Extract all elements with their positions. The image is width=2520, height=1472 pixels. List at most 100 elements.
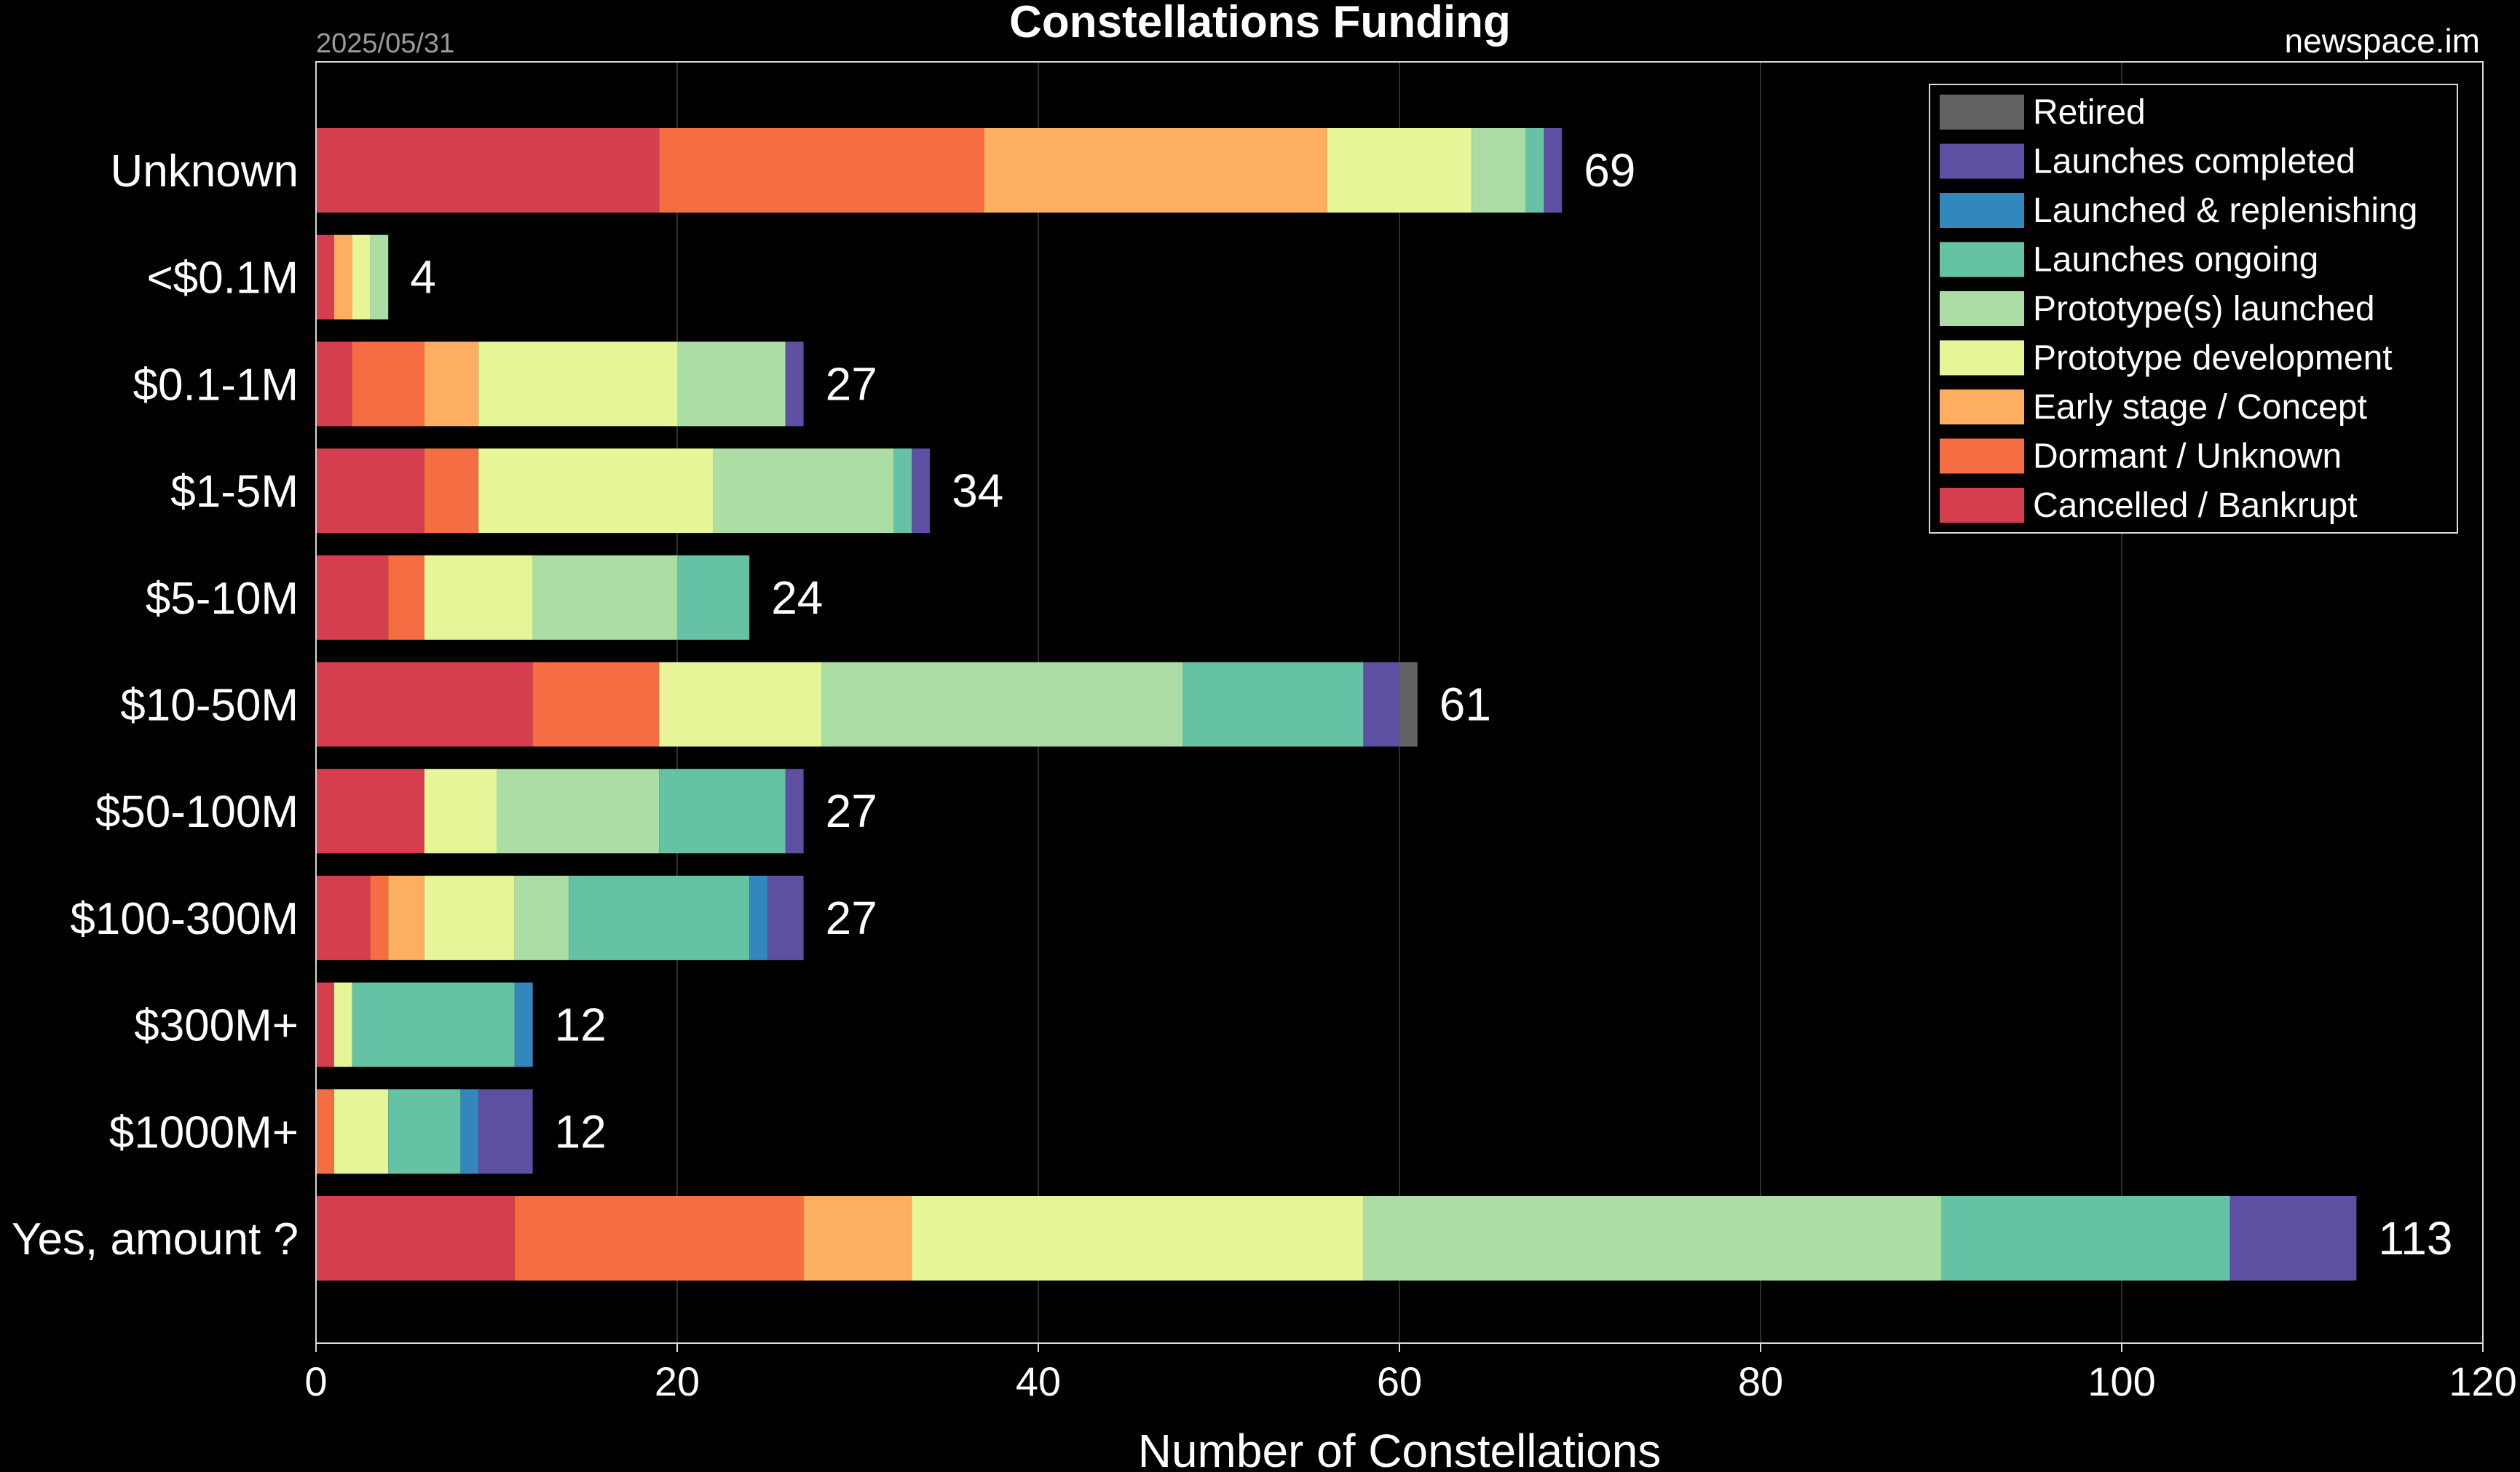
bar-segment xyxy=(1327,128,1472,213)
bar-segment xyxy=(333,982,352,1067)
source-label: newspace.im xyxy=(2284,22,2480,60)
bar-segment xyxy=(984,128,1327,213)
bar-total-label: 4 xyxy=(410,251,436,304)
x-tick-label: 120 xyxy=(2449,1358,2516,1404)
bar-segment xyxy=(1941,1196,2230,1281)
bar-segment xyxy=(893,448,912,534)
bar-segment xyxy=(316,128,660,213)
bar-segment xyxy=(1525,128,1544,213)
category-label: <$0.1M xyxy=(146,253,299,304)
legend-swatch xyxy=(1940,340,2024,376)
bar-segment xyxy=(424,769,497,854)
date-label: 2025/05/31 xyxy=(316,28,455,59)
category-label: $5-10M xyxy=(146,574,299,624)
bar-segment xyxy=(785,341,804,427)
bar-segment xyxy=(478,448,714,534)
bar-segment xyxy=(749,875,767,960)
category-label: $300M+ xyxy=(134,1001,299,1051)
bar-segment xyxy=(316,875,371,960)
bar-segment xyxy=(352,982,515,1067)
bar-segment xyxy=(333,1089,389,1174)
legend-swatch xyxy=(1940,291,2024,326)
bar-segment xyxy=(677,341,786,427)
bar-segment xyxy=(424,555,533,640)
bar-segment xyxy=(370,234,389,320)
legend-swatch xyxy=(1940,389,2024,424)
legend-swatch xyxy=(1940,488,2024,523)
bar-segment xyxy=(659,662,822,747)
legend-swatch xyxy=(1940,438,2024,474)
bar-total-label: 69 xyxy=(1584,144,1635,197)
legend-swatch xyxy=(1940,242,2024,277)
legend-label: Launches completed xyxy=(2033,143,2355,181)
bar-segment xyxy=(316,234,334,320)
bar-segment xyxy=(316,555,389,640)
bar-total-label: 24 xyxy=(771,571,823,624)
bar-total-label: 12 xyxy=(555,1105,607,1158)
bar-segment xyxy=(370,875,389,960)
bar-segment xyxy=(478,1089,533,1174)
bar-segment xyxy=(532,662,660,747)
bar-total-label: 12 xyxy=(555,999,607,1051)
category-label: $1-5M xyxy=(170,467,299,517)
bar-segment xyxy=(352,341,424,427)
bar-total-label: 34 xyxy=(952,464,1003,517)
bar-segment xyxy=(1472,128,1526,213)
bar-segment xyxy=(514,982,533,1067)
bar-segment xyxy=(333,234,352,320)
category-label: Yes, amount ? xyxy=(12,1214,299,1265)
legend-label: Prototype development xyxy=(2033,339,2393,378)
bar-segment xyxy=(316,1089,334,1174)
bar-segment xyxy=(460,1089,479,1174)
x-tick-label: 60 xyxy=(1377,1358,1422,1404)
bar-segment xyxy=(316,662,533,747)
bar-segment xyxy=(514,875,569,960)
bar-segment xyxy=(388,1089,461,1174)
bar-segment xyxy=(497,769,660,854)
legend: Retired Launches completed Launched & repl… xyxy=(1929,84,2458,534)
bar-segment xyxy=(821,662,1183,747)
bar-segment xyxy=(316,1196,515,1281)
bar-segment xyxy=(659,128,984,213)
bar-segment xyxy=(388,555,424,640)
x-axis-label: Number of Constellations xyxy=(1138,1425,1662,1472)
bar-segment xyxy=(2229,1196,2357,1281)
bar-segment xyxy=(1399,662,1418,747)
bar-segment xyxy=(767,875,804,960)
axes: Unknown <$0.1M $0.1-1M $1-5M $5-10M $10-50M $5… xyxy=(12,61,2517,1472)
x-tick-label: 40 xyxy=(1016,1358,1061,1404)
bar-segment xyxy=(569,875,750,960)
bar-segment xyxy=(659,769,786,854)
legend-swatch xyxy=(1940,193,2024,228)
legend-label: Early stage / Concept xyxy=(2033,388,2367,427)
bar-segment xyxy=(424,875,515,960)
bar-segment xyxy=(316,341,352,427)
bar-total-label: 27 xyxy=(826,785,877,837)
bar-segment xyxy=(1544,128,1563,213)
bar-segment xyxy=(912,1196,1364,1281)
bar-total-label: 27 xyxy=(826,892,877,944)
bar-segment xyxy=(785,769,804,854)
bar-segment xyxy=(532,555,677,640)
bar-segment xyxy=(316,769,424,854)
bar-segment xyxy=(1182,662,1364,747)
category-label: $100-300M xyxy=(70,894,299,944)
category-label: Unknown xyxy=(111,146,299,197)
bars: 69 4 27 34 24 61 27 27 12 12 113 xyxy=(316,128,2452,1281)
bar-segment xyxy=(803,1196,912,1281)
category-label: $10-50M xyxy=(120,681,299,731)
legend-label: Cancelled / Bankrupt xyxy=(2033,486,2358,525)
legend-label: Launched & replenishing xyxy=(2033,191,2417,230)
bar-segment xyxy=(478,341,677,427)
x-tick-label: 0 xyxy=(304,1358,327,1404)
bar-total-label: 61 xyxy=(1439,678,1491,731)
chart-title: Constellations Funding xyxy=(1009,0,1511,47)
bar-segment xyxy=(713,448,894,534)
category-label: $1000M+ xyxy=(109,1107,299,1158)
x-tick-label: 100 xyxy=(2088,1358,2155,1404)
bar-segment xyxy=(424,448,479,534)
bar-segment xyxy=(316,982,334,1067)
bar-segment xyxy=(1363,662,1399,747)
legend-swatch xyxy=(1940,143,2024,179)
